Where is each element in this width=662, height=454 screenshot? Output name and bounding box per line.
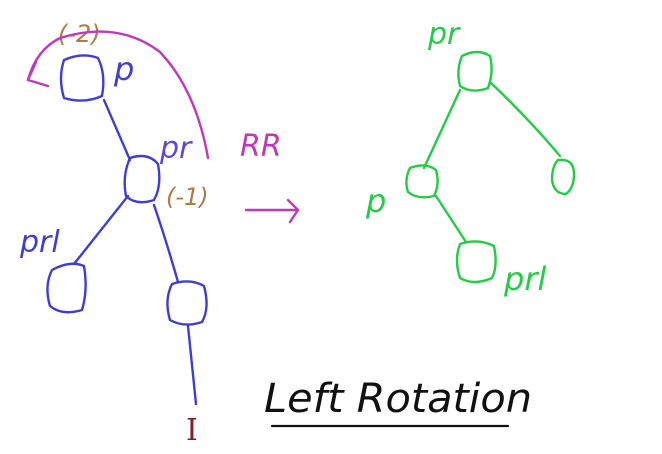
node-prl [46, 262, 87, 314]
node-p [59, 54, 105, 102]
rotation-arrowhead-icon [26, 60, 50, 88]
transform-arrow [244, 198, 300, 224]
edge-p-to-prl [434, 194, 468, 244]
node-prl-after [455, 240, 497, 284]
pr-balance-label: (-1) [166, 183, 209, 211]
rotation-type-label: RR [240, 129, 282, 164]
node-p-after [405, 164, 439, 199]
diagram-title: Left Rotation [264, 376, 532, 422]
edge-pr-to-p [422, 88, 462, 170]
edge-pr-to-right [152, 203, 180, 284]
after-tree [405, 50, 576, 284]
node-pr [123, 154, 161, 204]
node-pr-right [166, 280, 208, 326]
inserted-node-label: I [186, 413, 198, 448]
after-pr-label: pr [427, 17, 461, 52]
p-label: p [113, 50, 134, 88]
pr-label: pr [159, 131, 193, 166]
transform-arrowhead-icon [286, 198, 300, 224]
rotation-curve [26, 30, 210, 160]
edge-p-to-pr [102, 98, 132, 162]
after-prl-label: prl [503, 260, 546, 298]
after-p-label: p [365, 182, 386, 220]
rotation-arrow [26, 30, 210, 160]
prl-label: prl [19, 225, 60, 260]
edge-right-to-inserted [186, 324, 198, 406]
edge-pr-to-right [488, 80, 562, 158]
node-pr-root [457, 50, 493, 92]
before-tree [46, 54, 208, 406]
node-right-after [550, 158, 576, 196]
edge-pr-to-prl [72, 194, 130, 266]
